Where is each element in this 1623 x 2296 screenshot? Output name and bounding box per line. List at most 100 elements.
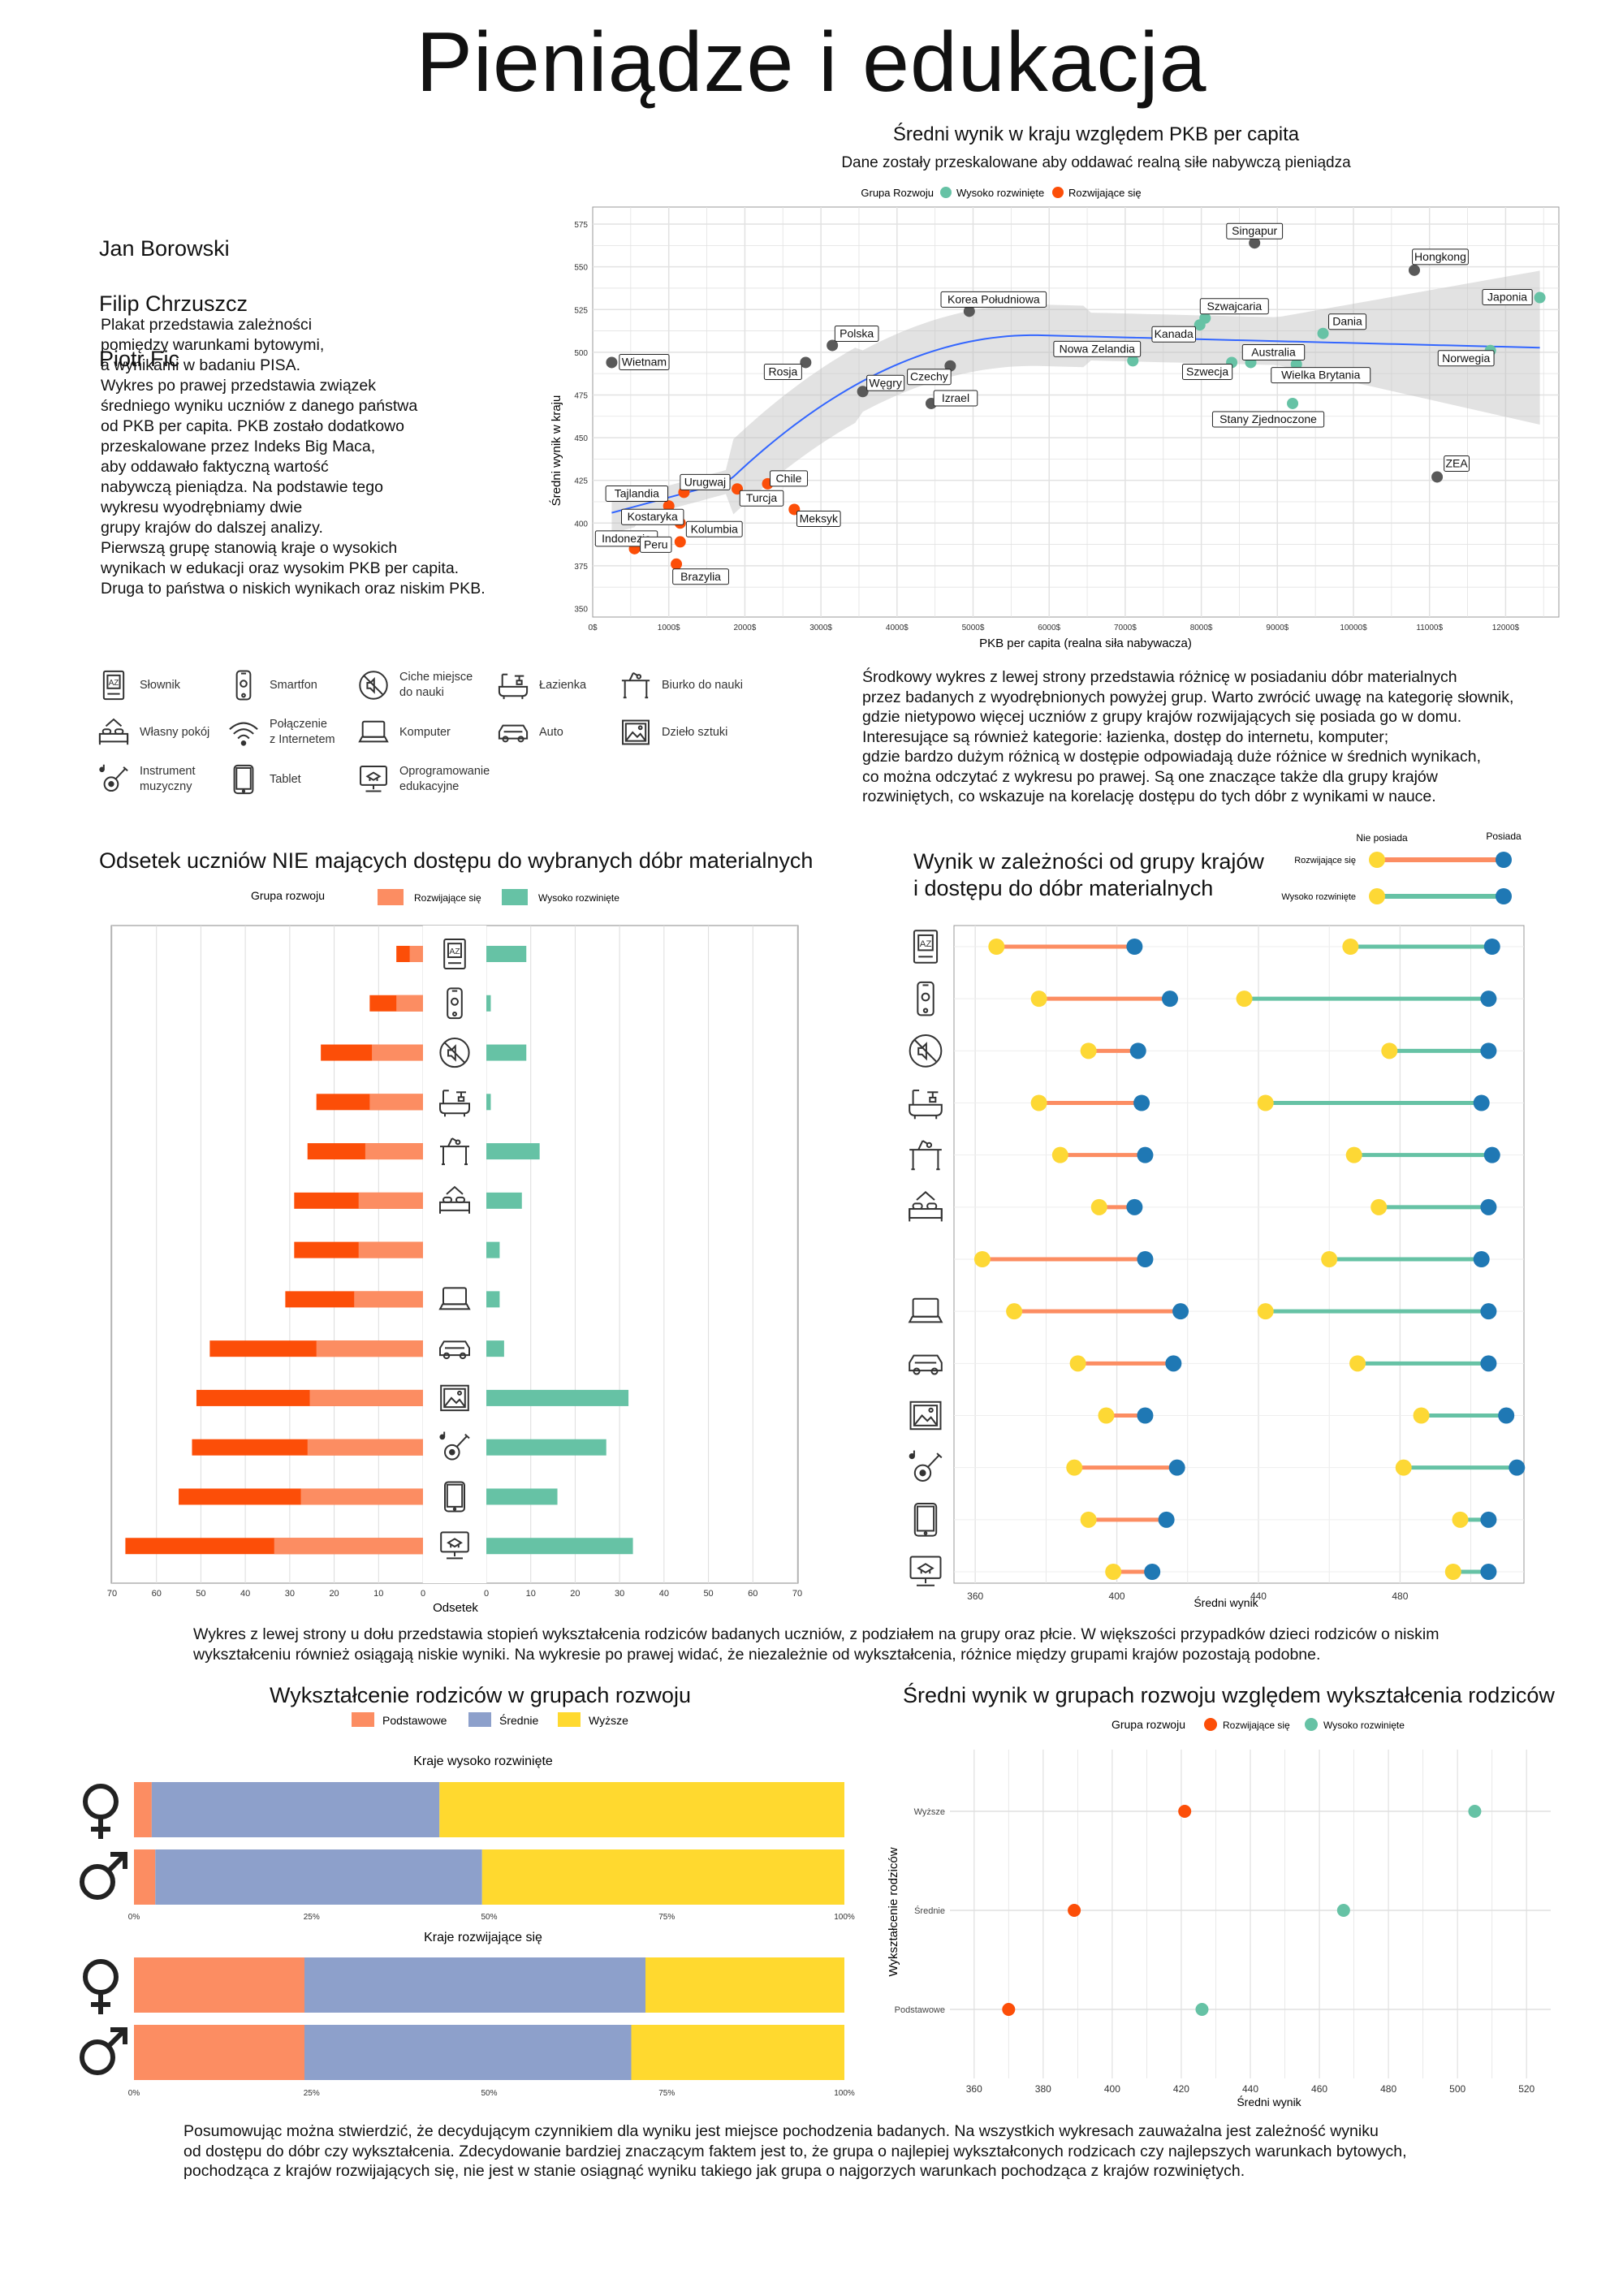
quiet-place-icon (439, 1037, 470, 1068)
education-ticks: 0% 25% 50% 75% 100% 0% 25% 50% 75% 100% (128, 1913, 855, 2098)
bars-tick-right: 30 (615, 1589, 624, 1599)
dumbbell-legend-dot-no-2 (1369, 888, 1385, 904)
author-2: Filip Chrzuszcz (99, 291, 248, 316)
edu-tick: 100% (834, 2089, 855, 2098)
label-indonezja: Indonezja (602, 532, 651, 545)
bars-tick-left: 50 (196, 1589, 205, 1599)
point-dania (1317, 327, 1329, 339)
svg-text:AZ: AZ (449, 947, 460, 956)
dumbbell-grid (953, 925, 1525, 1584)
icon-key-smartphone: Smartfon (227, 666, 317, 705)
trend-band (611, 270, 1540, 533)
label-australia: Australia (1251, 345, 1296, 358)
bar-developing-light-desk (365, 1143, 423, 1160)
bar-developed-computer (486, 1291, 500, 1308)
label-singapur: Singapur (1232, 224, 1277, 237)
edu-scores-x-tick: 460 (1311, 2083, 1327, 2095)
dot-developed-no-quiet-place (1381, 1042, 1398, 1060)
edu-software-icon (360, 766, 387, 792)
dot-developed-yes-computer (1480, 1303, 1497, 1320)
edu-scores-x-tick: 360 (966, 2083, 982, 2095)
dumbbell-x-label: Średni wynik (1194, 1595, 1258, 1609)
point-peru (674, 536, 686, 548)
computer-icon (908, 1297, 943, 1323)
edu-panel-title-developing: Kraje rozwijające się (424, 1931, 542, 1944)
bathroom-icon (909, 1090, 943, 1120)
icon-key-label: Dzieło sztuki (662, 725, 728, 739)
edu-legend-higher: Wyższe (589, 1714, 628, 1727)
bar-developed-dictionary (486, 946, 527, 962)
bars-tick-left: 0 (421, 1589, 425, 1599)
car-icon (498, 724, 529, 743)
tablet-icon (913, 1503, 938, 1537)
dot-developed-no-desk (1345, 1146, 1362, 1163)
dictionary-icon: AZ (913, 930, 939, 964)
dot-developed-yes-car (1480, 1355, 1497, 1372)
icon-key-label: Łazienka (539, 678, 587, 692)
label-brazylia: Brazylia (680, 570, 721, 583)
icon-key-car: Auto (497, 713, 563, 752)
y-tick-label: 550 (574, 264, 588, 273)
scatter-legend: Grupa Rozwoju Wysoko rozwinięte Rozwijaj… (861, 187, 1142, 199)
icon-key-edu-software: Oprogramowanie edukacyjne (357, 760, 490, 799)
lower-text: Wykres z lewej strony u dołu przedstawia… (193, 1625, 1440, 1664)
bar-developed-bathroom (486, 1094, 491, 1111)
computer-icon (358, 720, 389, 743)
dot-developed-no-car (1349, 1355, 1366, 1372)
label-polska: Polska (840, 326, 874, 339)
label-box (1271, 367, 1371, 384)
legend-dot-developed (940, 187, 952, 198)
x-tick-label: 10000$ (1340, 624, 1367, 632)
bars-legend-developing: Rozwijające się (414, 892, 481, 904)
label-japonia: Japonia (1487, 291, 1527, 304)
icon-key-label: Smartfon (270, 678, 317, 692)
bar-developing-light-own-room (358, 1192, 423, 1209)
bar-developed-quiet-place (486, 1044, 527, 1061)
edu-tick: 75% (658, 2089, 675, 2098)
icon-key-label: Własny pokój (140, 725, 210, 739)
point-nowa-zelandia (1127, 355, 1139, 367)
bathroom-icon (498, 673, 529, 700)
label-kolumbia: Kolumbia (691, 522, 739, 535)
y-tick-label: 500 (574, 349, 588, 358)
dot-developing-no-internet (973, 1251, 991, 1267)
dot-developed-yes-own-room (1480, 1198, 1497, 1215)
dictionary-icon: AZ (443, 939, 466, 969)
artwork-icon (622, 719, 650, 745)
y-tick-label: 375 (574, 563, 588, 572)
label-box (1412, 248, 1469, 265)
legend-dot-developing (1052, 187, 1064, 198)
label-hongkong: Hongkong (1414, 250, 1466, 263)
edu-scores-marks (1002, 1805, 1482, 2016)
bar-developed-edu-software (486, 1538, 633, 1555)
desk-icon (909, 1140, 942, 1171)
label-box (605, 486, 669, 502)
svg-text:AZ: AZ (920, 939, 932, 949)
point-węgry (857, 386, 869, 398)
edu-legend-swatch-secondary (468, 1712, 491, 1727)
label-box (763, 363, 802, 380)
edu-legend-swatch-primary (352, 1712, 374, 1727)
dot-developing-no-edu-software (1105, 1564, 1122, 1580)
tablet-icon (233, 764, 254, 795)
own-room-icon (439, 1185, 470, 1214)
dot-developed-yes-artwork (1498, 1407, 1515, 1424)
point-rosja (800, 356, 812, 369)
quiet-place-icon (359, 671, 388, 700)
edu-bar-3-wyższe (631, 2025, 844, 2080)
dot-developed-yes-internet (1473, 1251, 1490, 1267)
instrument-icon (439, 1431, 470, 1461)
label-box (933, 390, 978, 407)
edu-dot-developed-wyższe (1468, 1805, 1482, 1818)
dumbbell-icons: AZ (908, 930, 943, 1586)
point-zea (1431, 471, 1444, 483)
bathroom-icon (498, 673, 529, 700)
edu-software-icon (440, 1531, 469, 1560)
scatter-legend-title: Grupa Rozwoju (861, 187, 934, 199)
x-tick-label: 0$ (588, 624, 598, 632)
bars-tick-right: 20 (570, 1589, 580, 1599)
dumbbell-legend-developed: Wysoko rozwinięte (1281, 892, 1356, 902)
point-singapur (1249, 237, 1261, 249)
edu-tick: 25% (304, 2089, 320, 2098)
edu-tick: 75% (658, 1913, 675, 1922)
